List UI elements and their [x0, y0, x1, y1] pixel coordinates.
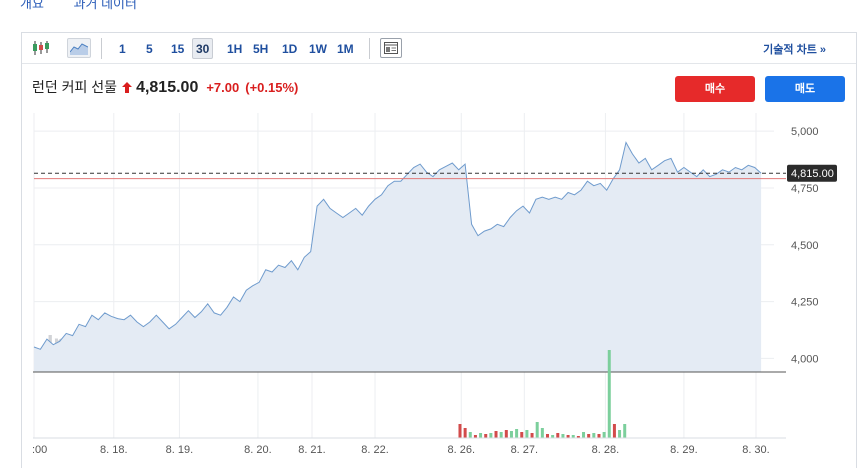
price-change: +7.00 — [206, 80, 240, 95]
x-axis: :00 8. 18. 8. 19. 8. 20. 8. 21. 8. 22. 8. 26. 8… — [32, 437, 786, 456]
up-arrow-icon — [122, 81, 133, 93]
volume-bar — [494, 431, 498, 438]
interval-5h[interactable]: 5H — [253, 42, 269, 56]
volume-bar — [479, 433, 483, 438]
volume-bar — [484, 434, 488, 438]
interval-5[interactable]: 5 — [146, 42, 153, 56]
instrument-name: 런던 커피 선물 — [32, 79, 118, 95]
volume-bar — [592, 433, 596, 438]
volume-bar — [545, 434, 549, 438]
instrument-header: 런던 커피 선물 4,815.00 +7.00 (+0.15%) — [32, 77, 304, 97]
interval-15[interactable]: 15 — [171, 42, 185, 56]
volume-bar — [582, 432, 586, 438]
x-tick-label: 8. 19. — [166, 444, 194, 456]
volume-bar — [576, 436, 580, 438]
y-tick-label: 4,000 — [791, 353, 819, 365]
volume-bar — [468, 432, 472, 438]
volume-bar — [504, 430, 508, 438]
interval-30[interactable]: 30 — [192, 38, 214, 59]
x-tick-label: 8. 29. — [670, 444, 698, 456]
volume-bar — [535, 422, 539, 438]
sell-button[interactable]: 매도 — [765, 76, 845, 102]
y-tick-label: 4,250 — [791, 297, 819, 309]
nav-tab-overview[interactable]: 개요 — [20, 0, 44, 11]
y-axis: 5,000 4,750 4,500 4,250 4,000 — [791, 126, 819, 365]
y-tick-label: 4,500 — [791, 240, 819, 252]
candlestick-icon[interactable] — [30, 38, 52, 58]
layout-icon[interactable] — [380, 38, 402, 58]
volume-bar — [612, 424, 616, 438]
volume-bar — [566, 435, 570, 438]
area-chart-icon[interactable] — [67, 38, 91, 58]
x-tick-label: 8. 22. — [361, 444, 389, 456]
chart-toolbar: 1 5 15 30 1H 5H 1D 1W 1M 기술적 차트 » — [22, 33, 856, 64]
volume-bar — [530, 433, 534, 438]
toolbar-divider — [101, 38, 102, 59]
volume-bar — [571, 435, 575, 438]
interval-1h[interactable]: 1H — [227, 42, 243, 56]
volume-bar — [623, 424, 627, 438]
interval-1w[interactable]: 1W — [309, 42, 327, 56]
price-change-percent: (+0.15%) — [245, 80, 299, 95]
x-tick-label: 8. 26. — [448, 444, 476, 456]
volume-bar — [509, 431, 513, 438]
y-tick-label: 4,750 — [791, 183, 819, 195]
x-tick-label: 8. 18. — [100, 444, 128, 456]
buy-button[interactable]: 매수 — [675, 76, 755, 102]
interval-1m[interactable]: 1M — [337, 42, 354, 56]
x-tick-label: 8. 27. — [511, 444, 539, 456]
volume-bar — [587, 434, 591, 438]
volume-bar — [515, 429, 519, 438]
volume-bar — [551, 435, 555, 438]
interval-1d[interactable]: 1D — [282, 42, 298, 56]
nav-tab-history[interactable]: 과거 데이터 — [73, 0, 137, 11]
x-tick-label: :00 — [32, 444, 47, 456]
price-area — [34, 142, 762, 372]
interval-1[interactable]: 1 — [119, 42, 126, 56]
top-nav: 개요 과거 데이터 — [20, 0, 163, 12]
volume-bar — [525, 430, 529, 438]
volume-bar — [602, 432, 606, 438]
price-tag — [787, 164, 837, 182]
volume-bar — [561, 434, 565, 438]
chart-widget: 1 5 15 30 1H 5H 1D 1W 1M 기술적 차트 » 런던 커피 … — [21, 32, 857, 468]
volume-bar — [489, 433, 493, 438]
volume-bar — [607, 350, 611, 438]
volume-pane — [458, 350, 627, 438]
x-tick-label: 8. 30. — [742, 444, 770, 456]
price-line — [33, 141, 762, 350]
x-tick-label: 8. 20. — [244, 444, 272, 456]
price-chart[interactable]: Investing.com 4,815.00 5,0004,7504,5004,… — [22, 33, 856, 468]
volume-bar — [597, 434, 601, 438]
volume-bar — [540, 428, 544, 438]
volume-bar — [499, 432, 503, 438]
tech-chart-link[interactable]: 기술적 차트 » — [763, 44, 826, 56]
volume-bar — [463, 428, 467, 438]
current-price: 4,815.00 — [136, 79, 199, 96]
volume-bar — [556, 433, 560, 438]
volume-bar — [458, 424, 462, 438]
volume-bar — [618, 430, 622, 438]
volume-bar — [520, 432, 524, 438]
toolbar-divider — [369, 38, 370, 59]
volume-bar — [473, 435, 477, 438]
y-tick-label: 5,000 — [791, 126, 819, 138]
x-tick-label: 8. 21. — [298, 444, 326, 456]
x-tick-label: 8. 28. — [592, 444, 620, 456]
price-tag-label: 4,815.00 — [791, 168, 834, 180]
